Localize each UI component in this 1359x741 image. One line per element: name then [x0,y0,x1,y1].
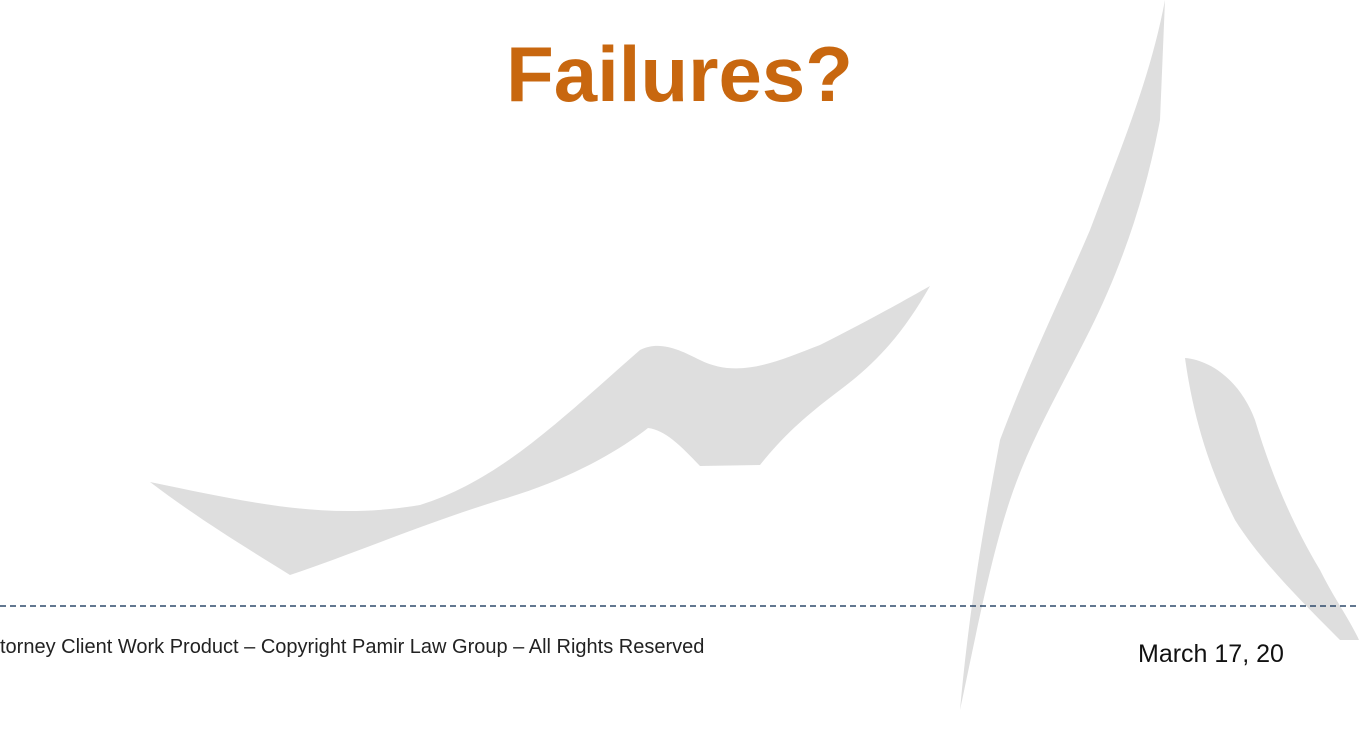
center-spike [960,0,1165,710]
right-piece [1185,358,1359,640]
left-ridge [150,286,930,575]
footer-date: March 17, 20 [1138,640,1284,668]
mountain-brush [150,0,1359,710]
slide-title: Failures? [506,30,853,118]
footer-notice: torney Client Work Product – Copyright P… [0,636,705,658]
